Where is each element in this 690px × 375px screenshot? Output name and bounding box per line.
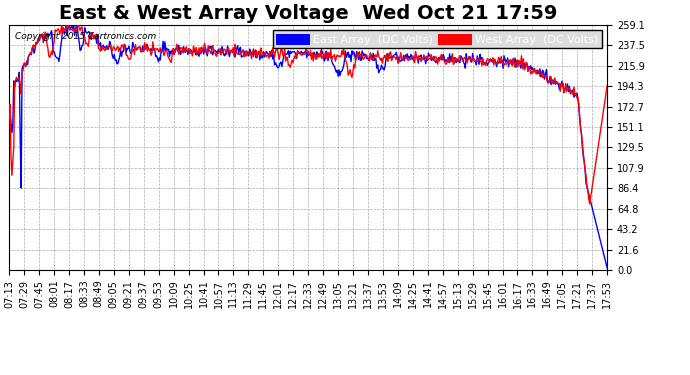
Legend: East Array  (DC Volts), West Array  (DC Volts): East Array (DC Volts), West Array (DC Vo… [273,30,602,48]
Text: Copyright 2015 Cartronics.com: Copyright 2015 Cartronics.com [15,32,157,41]
Title: East & West Array Voltage  Wed Oct 21 17:59: East & West Array Voltage Wed Oct 21 17:… [59,4,558,23]
